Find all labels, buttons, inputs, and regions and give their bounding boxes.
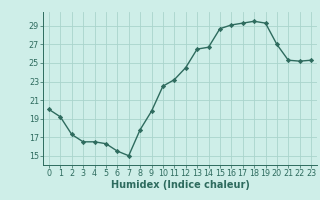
X-axis label: Humidex (Indice chaleur): Humidex (Indice chaleur) bbox=[111, 180, 249, 190]
